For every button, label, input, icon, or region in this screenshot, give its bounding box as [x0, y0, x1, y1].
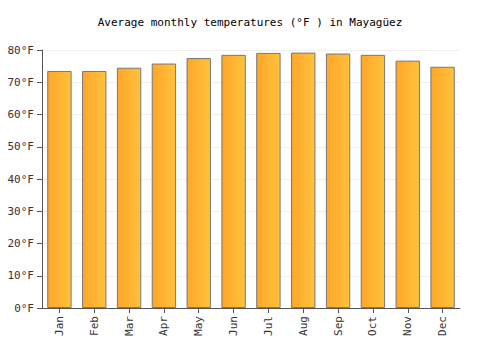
svg-text:20°F: 20°F [8, 237, 35, 250]
svg-text:50°F: 50°F [8, 140, 35, 153]
svg-text:Dec: Dec [436, 316, 449, 336]
svg-text:Nov: Nov [401, 316, 414, 336]
svg-text:60°F: 60°F [8, 108, 35, 121]
svg-text:Jul: Jul [262, 316, 275, 336]
svg-text:80°F: 80°F [8, 44, 35, 57]
svg-text:40°F: 40°F [8, 173, 35, 186]
svg-text:Oct: Oct [366, 316, 379, 336]
svg-text:Jun: Jun [227, 316, 240, 336]
svg-text:Jan: Jan [53, 316, 66, 336]
svg-text:Aug: Aug [297, 316, 310, 336]
svg-text:Mar: Mar [123, 316, 136, 336]
svg-text:May: May [192, 316, 205, 336]
svg-text:Average monthly temperatures (: Average monthly temperatures (°F ) in Ma… [98, 16, 403, 29]
svg-text:10°F: 10°F [8, 269, 35, 282]
svg-text:30°F: 30°F [8, 205, 35, 218]
svg-text:Apr: Apr [157, 316, 170, 336]
svg-text:0°F: 0°F [14, 302, 34, 315]
svg-text:Feb: Feb [88, 316, 101, 336]
svg-text:70°F: 70°F [8, 76, 35, 89]
svg-text:Sep: Sep [332, 316, 345, 336]
